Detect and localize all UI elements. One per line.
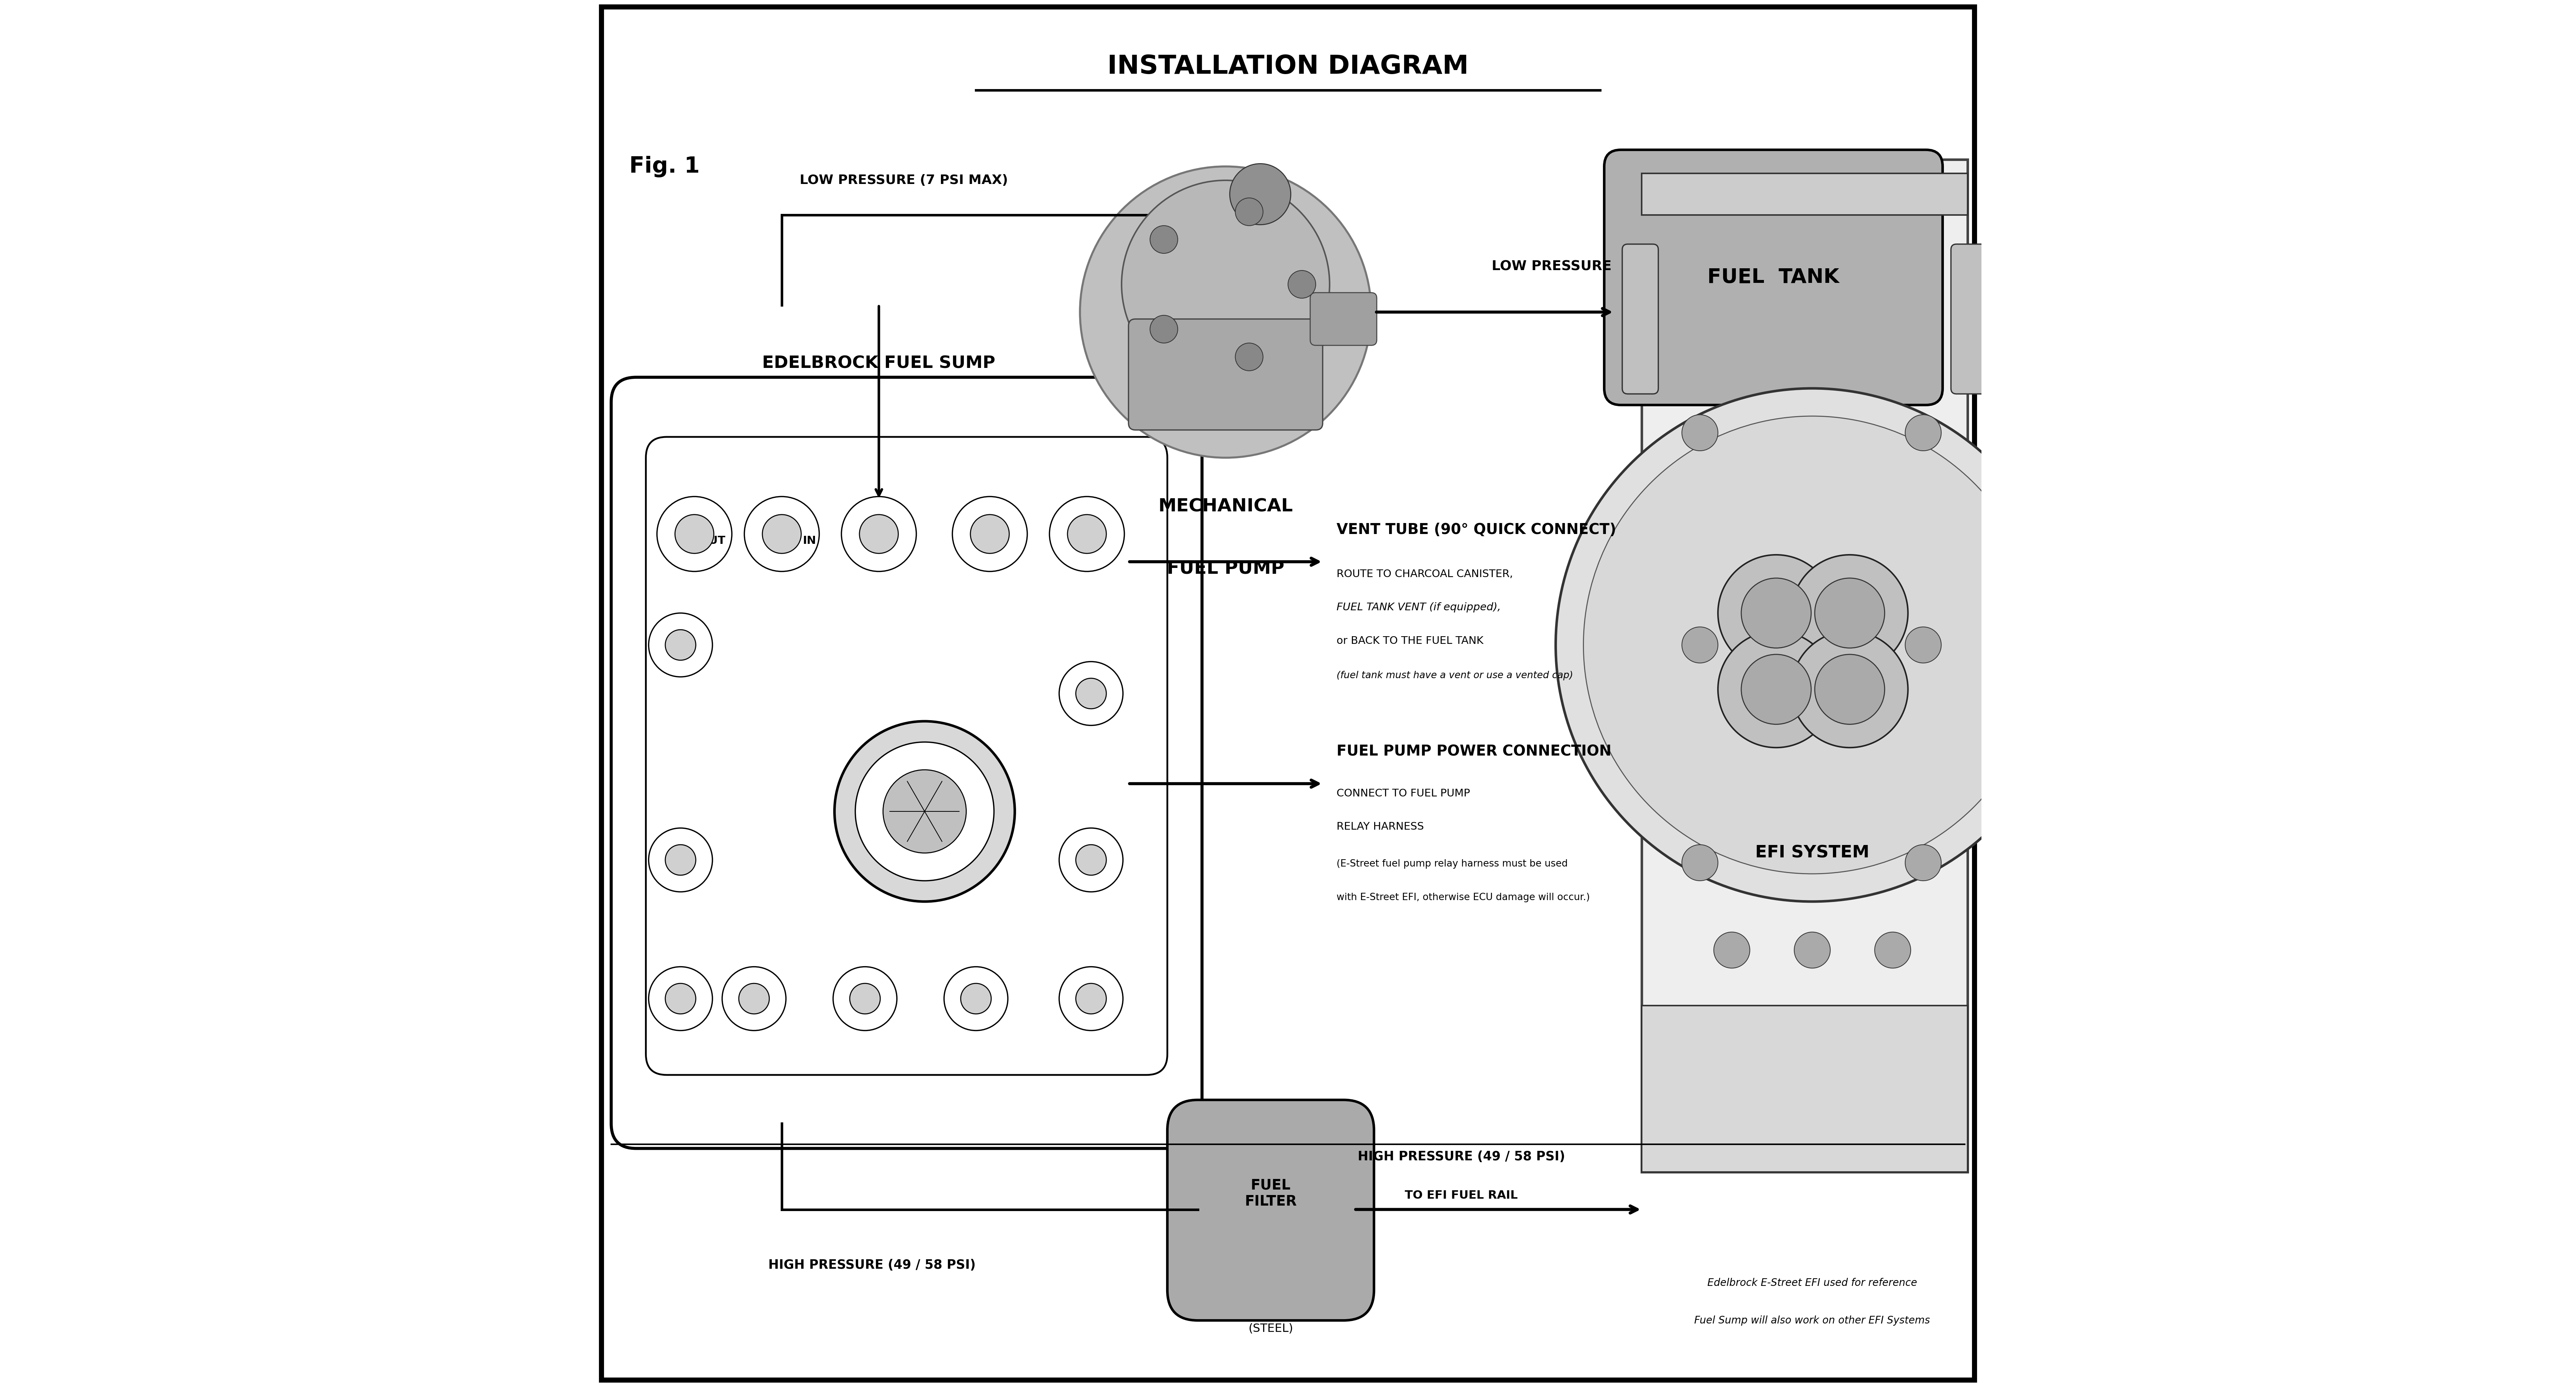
Circle shape [835,721,1015,902]
Circle shape [1682,627,1718,663]
Circle shape [1077,845,1105,875]
Circle shape [665,630,696,660]
Circle shape [1814,655,1886,724]
Circle shape [860,515,899,553]
FancyBboxPatch shape [647,437,1167,1075]
Circle shape [675,515,714,553]
Circle shape [1048,497,1123,571]
Text: MECHANICAL: MECHANICAL [1159,498,1293,515]
Circle shape [744,497,819,571]
Circle shape [665,845,696,875]
Circle shape [1556,388,2069,902]
FancyBboxPatch shape [1311,293,1376,345]
Text: Fuel Sump will also work on other EFI Systems: Fuel Sump will also work on other EFI Sy… [1695,1315,1929,1326]
Text: FUEL
FILTER: FUEL FILTER [1244,1179,1296,1208]
Circle shape [1682,845,1718,881]
Circle shape [884,770,966,853]
Circle shape [1875,932,1911,968]
Circle shape [855,742,994,881]
Text: with E-Street EFI, otherwise ECU damage will occur.): with E-Street EFI, otherwise ECU damage … [1337,893,1589,902]
FancyBboxPatch shape [611,377,1203,1148]
Text: (fuel tank must have a vent or use a vented cap): (fuel tank must have a vent or use a ven… [1337,671,1574,680]
Circle shape [1718,555,1834,671]
Text: FUEL PUMP: FUEL PUMP [1167,560,1285,577]
FancyBboxPatch shape [1641,173,1968,215]
Circle shape [1079,166,1370,458]
Circle shape [850,983,881,1014]
Circle shape [1795,932,1832,968]
Text: (STEEL): (STEEL) [1249,1323,1293,1334]
Circle shape [1059,967,1123,1031]
Text: EDELBROCK FUEL SUMP: EDELBROCK FUEL SUMP [762,355,994,372]
Circle shape [1741,578,1811,648]
Text: IN: IN [804,535,817,546]
Circle shape [1906,415,1942,451]
Circle shape [1066,515,1105,553]
Circle shape [1236,343,1262,370]
Circle shape [1814,578,1886,648]
Text: TO EFI FUEL RAIL: TO EFI FUEL RAIL [1404,1190,1517,1201]
Circle shape [739,983,770,1014]
Text: LOW PRESSURE: LOW PRESSURE [1492,261,1613,273]
Circle shape [1077,983,1105,1014]
Circle shape [1584,416,2040,874]
Circle shape [971,515,1010,553]
Circle shape [1741,655,1811,724]
FancyBboxPatch shape [1605,150,1942,405]
Text: EFI SYSTEM: EFI SYSTEM [1754,845,1870,861]
Text: VENT TUBE (90° QUICK CONNECT): VENT TUBE (90° QUICK CONNECT) [1337,523,1615,537]
Circle shape [1906,627,1942,663]
Circle shape [649,967,714,1031]
Text: (E-Street fuel pump relay harness must be used: (E-Street fuel pump relay harness must b… [1337,860,1569,868]
Text: HIGH PRESSURE (49 / 58 PSI): HIGH PRESSURE (49 / 58 PSI) [1358,1151,1566,1162]
Circle shape [657,497,732,571]
FancyBboxPatch shape [1641,1006,1968,1172]
Circle shape [1229,164,1291,225]
Circle shape [1790,631,1909,748]
Circle shape [1077,678,1105,709]
Circle shape [1059,662,1123,725]
FancyBboxPatch shape [1128,319,1321,430]
Text: HIGH PRESSURE (49 / 58 PSI): HIGH PRESSURE (49 / 58 PSI) [768,1259,976,1270]
FancyBboxPatch shape [1641,160,1968,1172]
Circle shape [665,983,696,1014]
Circle shape [943,967,1007,1031]
Circle shape [1236,198,1262,226]
Circle shape [721,967,786,1031]
FancyBboxPatch shape [1167,1100,1373,1320]
Text: OUT: OUT [701,535,726,546]
Circle shape [1906,845,1942,881]
FancyBboxPatch shape [1950,244,1986,394]
Circle shape [1121,180,1329,388]
Circle shape [762,515,801,553]
Circle shape [1149,315,1177,343]
FancyBboxPatch shape [600,7,1976,1380]
Circle shape [953,497,1028,571]
Circle shape [649,613,714,677]
Text: Fig. 1: Fig. 1 [629,155,701,178]
Text: ROUTE TO CHARCOAL CANISTER,: ROUTE TO CHARCOAL CANISTER, [1337,569,1512,580]
Text: FUEL  TANK: FUEL TANK [1708,268,1839,287]
Circle shape [832,967,896,1031]
Circle shape [1713,932,1749,968]
Circle shape [1718,631,1834,748]
Text: or BACK TO THE FUEL TANK: or BACK TO THE FUEL TANK [1337,635,1484,646]
Circle shape [1149,226,1177,254]
Text: RELAY HARNESS: RELAY HARNESS [1337,821,1425,832]
Circle shape [649,828,714,892]
Text: FUEL PUMP POWER CONNECTION: FUEL PUMP POWER CONNECTION [1337,745,1613,759]
Circle shape [842,497,917,571]
Circle shape [1790,555,1909,671]
Text: Edelbrock E-Street EFI used for reference: Edelbrock E-Street EFI used for referenc… [1708,1277,1917,1289]
Text: LOW PRESSURE (7 PSI MAX): LOW PRESSURE (7 PSI MAX) [799,175,1007,186]
FancyBboxPatch shape [1623,244,1659,394]
Circle shape [961,983,992,1014]
Circle shape [1059,828,1123,892]
Text: INSTALLATION DIAGRAM: INSTALLATION DIAGRAM [1108,54,1468,79]
Circle shape [1288,270,1316,298]
Text: CONNECT TO FUEL PUMP: CONNECT TO FUEL PUMP [1337,788,1471,799]
Text: FUEL TANK VENT (if equipped),: FUEL TANK VENT (if equipped), [1337,602,1502,613]
Circle shape [1682,415,1718,451]
